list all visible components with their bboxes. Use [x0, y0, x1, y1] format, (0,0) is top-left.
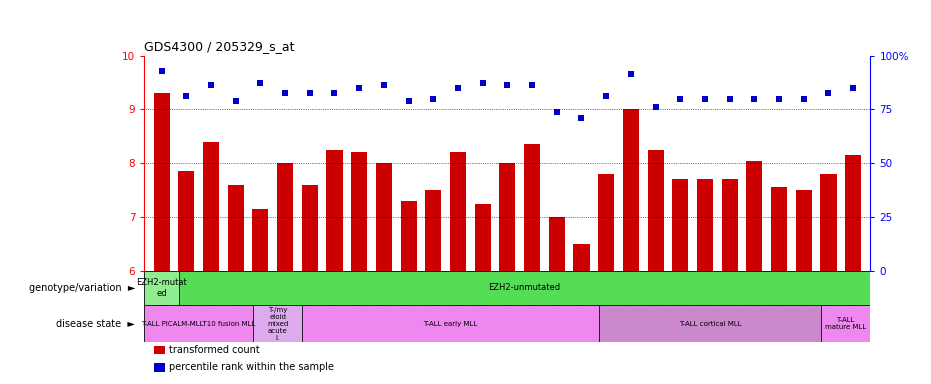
Point — [500, 82, 515, 88]
Point — [253, 79, 268, 86]
Text: disease state  ►: disease state ► — [56, 318, 135, 329]
Bar — [228, 185, 244, 271]
Text: genotype/variation  ►: genotype/variation ► — [29, 283, 135, 293]
Bar — [796, 190, 812, 271]
Bar — [524, 144, 540, 271]
Point — [179, 93, 194, 99]
Bar — [672, 179, 688, 271]
Bar — [648, 150, 664, 271]
Text: percentile rank within the sample: percentile rank within the sample — [169, 362, 333, 372]
Bar — [599, 305, 821, 342]
Point — [648, 104, 663, 110]
Bar — [252, 209, 268, 271]
Bar — [845, 155, 861, 271]
Point — [796, 96, 811, 102]
Bar — [722, 179, 737, 271]
Bar — [499, 163, 516, 271]
Bar — [573, 244, 589, 271]
Point — [525, 82, 540, 88]
Text: T-ALL
mature MLL: T-ALL mature MLL — [825, 317, 867, 330]
Bar — [302, 185, 317, 271]
Point — [697, 96, 712, 102]
Bar — [327, 150, 343, 271]
Bar — [771, 187, 787, 271]
Text: T-ALL cortical MLL: T-ALL cortical MLL — [679, 321, 741, 326]
Text: GDS4300 / 205329_s_at: GDS4300 / 205329_s_at — [144, 40, 295, 53]
Bar — [450, 152, 466, 271]
Bar — [400, 201, 417, 271]
Point — [549, 109, 564, 115]
Bar — [821, 305, 870, 342]
Bar — [203, 142, 219, 271]
Point — [673, 96, 688, 102]
Point — [401, 98, 416, 104]
Point — [574, 114, 589, 121]
Point — [155, 68, 169, 74]
Point — [772, 96, 787, 102]
Bar — [623, 109, 639, 271]
Point — [204, 82, 219, 88]
Point — [624, 71, 639, 78]
Point — [425, 96, 440, 102]
Bar — [697, 179, 713, 271]
Bar — [154, 93, 169, 271]
Point — [722, 96, 737, 102]
Bar — [277, 163, 293, 271]
Bar — [548, 217, 565, 271]
Point — [376, 82, 391, 88]
Point — [475, 79, 490, 86]
Text: T-/my
eloid
mixed
acute
l.: T-/my eloid mixed acute l. — [267, 306, 289, 341]
Point — [747, 96, 762, 102]
Bar — [178, 171, 195, 271]
Bar — [144, 305, 253, 342]
Point — [277, 90, 292, 96]
Point — [327, 90, 342, 96]
Text: EZH2-unmutated: EZH2-unmutated — [489, 283, 560, 293]
Bar — [253, 305, 303, 342]
Point — [821, 90, 836, 96]
Bar — [820, 174, 837, 271]
Point — [303, 90, 317, 96]
Bar — [598, 174, 614, 271]
Point — [599, 93, 614, 99]
Bar — [351, 152, 367, 271]
Text: T-ALL early MLL: T-ALL early MLL — [424, 321, 478, 326]
Point — [845, 85, 860, 91]
Bar — [144, 271, 179, 305]
Bar — [747, 161, 762, 271]
Text: EZH2-mutat
ed: EZH2-mutat ed — [136, 278, 187, 298]
Bar — [475, 204, 491, 271]
Text: transformed count: transformed count — [169, 345, 259, 355]
Point — [228, 98, 243, 104]
Point — [451, 85, 466, 91]
Text: T-ALL PICALM-MLLT10 fusion MLL: T-ALL PICALM-MLLT10 fusion MLL — [142, 321, 256, 326]
Bar — [303, 305, 599, 342]
Point — [352, 85, 367, 91]
Bar — [425, 190, 441, 271]
Bar — [376, 163, 392, 271]
